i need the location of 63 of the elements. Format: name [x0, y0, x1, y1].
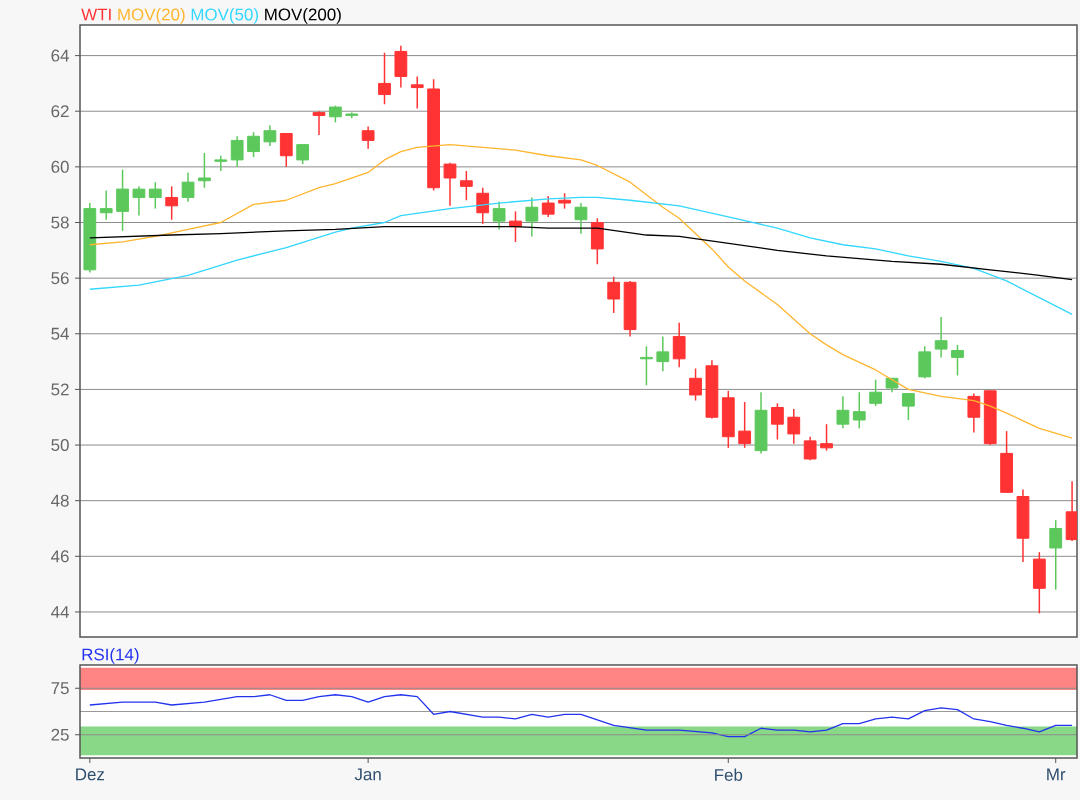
candlestick [787, 408, 801, 445]
y-tick-label: 62 [51, 105, 69, 118]
candlestick [951, 344, 964, 377]
candlestick [132, 185, 146, 217]
candlestick [574, 202, 588, 235]
y-tick-label: 50 [51, 439, 69, 452]
candlestick [361, 125, 375, 150]
candlestick [738, 401, 752, 449]
y-tick-label: 46 [51, 550, 69, 563]
candlestick [230, 135, 244, 168]
candlestick [934, 316, 948, 359]
text: WTI [81, 8, 111, 21]
candlestick [198, 152, 211, 189]
candlestick [181, 171, 195, 203]
candlestick [869, 378, 883, 407]
candlestick [378, 52, 391, 106]
x-tick-label: Feb [715, 768, 743, 781]
candlestick [525, 196, 539, 238]
y-tick-label: 64 [51, 49, 69, 62]
candlestick [99, 189, 113, 221]
candlestick [689, 367, 702, 402]
candlestick [541, 195, 555, 218]
candlestick [148, 181, 162, 210]
y-tick-label: 25 [51, 728, 69, 741]
text: MOV(200) [265, 8, 341, 24]
x-tick-label: Mr [1047, 768, 1066, 781]
candlestick [476, 186, 490, 225]
candlestick [165, 185, 179, 221]
candlestick [279, 132, 293, 168]
candlestick [836, 395, 850, 430]
candlestick [672, 321, 686, 368]
y-tick-label: 48 [51, 494, 69, 507]
y-tick-label: 56 [51, 272, 69, 285]
text: MOV(20) [118, 8, 185, 24]
candlestick [443, 161, 457, 207]
y-tick-label: 58 [51, 216, 69, 229]
y-tick-label: 60 [51, 160, 69, 173]
line-series [89, 694, 1073, 738]
candlestick [607, 276, 621, 314]
y-tick-label: 52 [51, 383, 69, 396]
candlestick [296, 143, 310, 165]
candlestick [820, 423, 833, 452]
candlestick [263, 124, 277, 147]
candlestick [116, 168, 129, 232]
text: MOV(50) [191, 8, 258, 24]
candlestick [771, 402, 784, 441]
candlestick [247, 131, 260, 158]
y-tick-label: 44 [51, 606, 69, 618]
x-tick-label: Jan [354, 768, 381, 781]
y-tick-label: 54 [51, 327, 69, 340]
candlestick [214, 154, 228, 172]
candlestick [410, 75, 424, 110]
candlestick [312, 110, 326, 136]
candlestick [1049, 519, 1063, 591]
candlestick [901, 392, 915, 421]
candlestick [656, 335, 670, 373]
candlestick [967, 392, 981, 434]
y-tick-label: 75 [51, 682, 69, 695]
candlestick [459, 170, 473, 201]
candlestick [852, 391, 866, 430]
x-tick-label: Dez [76, 768, 105, 781]
text: RSI(14) [82, 648, 139, 664]
candlestick [509, 210, 522, 243]
